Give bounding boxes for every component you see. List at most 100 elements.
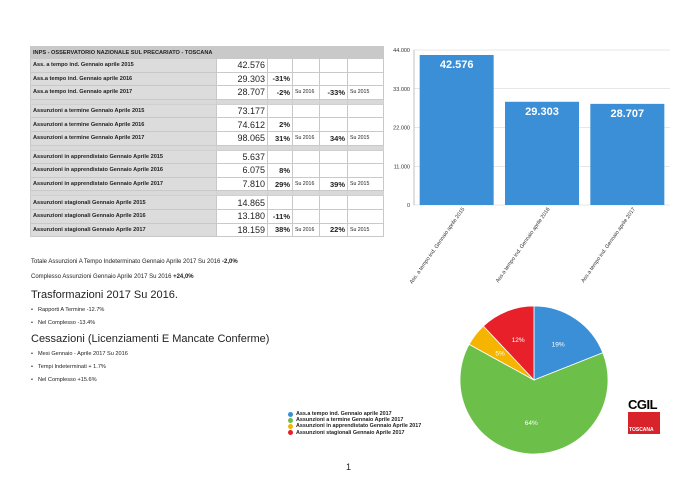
row-change-two-years-ref [346, 208, 385, 224]
row-change-two-years [319, 163, 348, 178]
row-label: Assunzioni stagionali Gennaio Aprile 201… [30, 222, 217, 238]
trasformazioni-heading: Trasformazioni 2017 Su 2016. [31, 289, 178, 301]
y-tick-label: 0 [407, 203, 410, 209]
row-change-two-years [319, 103, 348, 119]
total-indeterminato: Totale Assunzioni A Tempo Indeterminato … [31, 259, 238, 265]
row-value: 98.065 [216, 130, 268, 146]
row-change-prev-year [267, 103, 293, 119]
row-value: 14.865 [216, 195, 268, 210]
legend-swatch [288, 423, 293, 429]
row-change-prev-year [267, 149, 293, 165]
row-change-two-years: -33% [319, 85, 348, 100]
table-row: Assunzioni a termine Gennaio Aprile 2016… [30, 117, 385, 132]
table-row: Assunzioni in apprendistato Gennaio Apri… [30, 149, 385, 165]
row-label: Assunzioni stagionali Gennaio Aprile 201… [30, 195, 217, 210]
row-change-prev-year-ref [292, 163, 320, 178]
y-tick-label: 22.000 [393, 126, 410, 132]
row-change-two-years [319, 71, 348, 87]
row-change-prev-year-ref [292, 71, 320, 87]
bar-value-label: 42.576 [440, 59, 474, 71]
legend-label: Assunzioni a termine Gennaio Aprile 2017 [296, 417, 404, 424]
bar [505, 101, 579, 205]
x-tick-label: Ass.a tempo ind. Gennaio aprile 2017 [580, 207, 637, 284]
row-change-prev-year-ref [292, 103, 320, 119]
cessazioni-bullet: Nel Complesso +15.6% [31, 377, 97, 383]
table-separator [30, 144, 385, 151]
row-change-two-years-ref: Su 2015 [346, 85, 385, 100]
row-value: 42.576 [216, 58, 268, 73]
legend-label: Ass.a tempo ind. Gennaio aprile 2017 [296, 411, 392, 418]
trasformazioni-bullet: Rapporti A Termine -12.7% [31, 307, 104, 313]
total-complesso-text: Complesso Assunzioni Gennaio Aprile 2017… [31, 274, 174, 280]
row-change-prev-year: -11% [267, 208, 293, 224]
row-change-two-years-ref [346, 71, 385, 87]
row-change-prev-year-ref: Su 2016 [292, 130, 320, 146]
pie-slice-label: 19% [552, 342, 565, 349]
table-row: Assunzioni stagionali Gennaio Aprile 201… [30, 195, 385, 210]
row-change-two-years [319, 117, 348, 132]
cgil-logo: CGIL TOSCANA [628, 398, 660, 434]
row-change-prev-year-ref [292, 149, 320, 165]
cessazioni-bullet: Tempi Indeterminati + 1.7% [31, 364, 106, 370]
row-change-prev-year-ref [292, 195, 320, 210]
bar-value-label: 29.303 [525, 106, 559, 118]
row-value: 6.075 [216, 163, 268, 178]
logo-name: CGIL [628, 397, 658, 412]
row-change-prev-year-ref: Su 2016 [292, 222, 320, 238]
logo-region: TOSCANA [629, 427, 654, 433]
row-change-two-years-ref [346, 103, 385, 119]
separator-cell [346, 190, 385, 197]
row-change-two-years-ref [346, 163, 385, 178]
row-label: Assunzioni in apprendistato Gennaio Apri… [30, 176, 217, 192]
row-change-prev-year: 29% [267, 176, 293, 192]
row-label: Assunzioni in apprendistato Gennaio Apri… [30, 163, 217, 178]
pie-chart: 19% 64% 5% 12% [459, 305, 609, 455]
legend-entry: Assunzioni stagionali Gennaio Aprile 201… [288, 430, 421, 436]
table-separator [30, 190, 385, 197]
table-row: Assunzioni stagionali Gennaio Aprile 201… [30, 222, 385, 238]
data-table: INPS - OSSERVATORIO NAZIONALE SUL PRECAR… [29, 46, 385, 238]
pie-slice-label: 12% [512, 337, 525, 344]
row-value: 13.180 [216, 208, 268, 224]
logo-red-block: TOSCANA [628, 412, 660, 434]
row-change-two-years [319, 195, 348, 210]
row-change-two-years-ref: Su 2015 [346, 176, 385, 192]
row-label: Ass.a tempo ind. Gennaio aprile 2016 [30, 71, 217, 87]
row-change-prev-year-ref [292, 58, 320, 73]
row-change-prev-year: 2% [267, 117, 293, 132]
row-change-prev-year-ref [292, 117, 320, 132]
trasformazioni-bullet: Nel Complesso -13.4% [31, 320, 95, 326]
table-title-row: INPS - OSSERVATORIO NAZIONALE SUL PRECAR… [29, 46, 385, 59]
table-row: Assunzioni a termine Gennaio Aprile 2015… [30, 103, 385, 119]
row-change-two-years: 34% [319, 130, 348, 146]
row-change-prev-year [267, 58, 293, 73]
row-change-prev-year-ref: Su 2016 [292, 176, 320, 192]
row-change-two-years [319, 58, 348, 73]
row-change-prev-year [267, 195, 293, 210]
bar [590, 103, 665, 205]
row-change-two-years [319, 208, 348, 224]
pie-slice [482, 305, 535, 382]
total-complesso: Complesso Assunzioni Gennaio Aprile 2017… [31, 274, 194, 280]
row-label: Assunzioni in apprendistato Gennaio Apri… [30, 149, 217, 165]
total-indeterminato-value: -2,0% [222, 259, 238, 265]
row-value: 73.177 [216, 103, 268, 119]
table-row: Assunzioni in apprendistato Gennaio Apri… [30, 176, 385, 192]
table-title: INPS - OSSERVATORIO NAZIONALE SUL PRECAR… [29, 46, 385, 59]
legend-label: Assunzioni stagionali Gennaio Aprile 201… [296, 429, 405, 436]
page-number: 1 [346, 462, 352, 472]
row-value: 18.159 [216, 222, 268, 238]
y-tick-label: 33.000 [393, 87, 410, 93]
y-tick-label: 11.000 [394, 164, 410, 170]
legend-entry: Ass.a tempo ind. Gennaio aprile 2017 [288, 411, 421, 417]
total-indeterminato-text: Totale Assunzioni A Tempo Indeterminato … [31, 259, 223, 265]
row-value: 5.637 [216, 149, 268, 165]
row-change-two-years-ref: Su 2015 [346, 130, 385, 146]
table-row: Ass. a tempo ind. Gennaio aprile 2015 42.… [30, 58, 385, 73]
row-change-two-years: 22% [319, 222, 348, 238]
separator-cell [346, 144, 385, 151]
table-row: Ass.a tempo ind. Gennaio aprile 2017 28.7… [30, 85, 385, 100]
table-row: Assunzioni a termine Gennaio Aprile 2017… [30, 130, 385, 146]
row-label: Ass.a tempo ind. Gennaio aprile 2017 [30, 85, 217, 100]
